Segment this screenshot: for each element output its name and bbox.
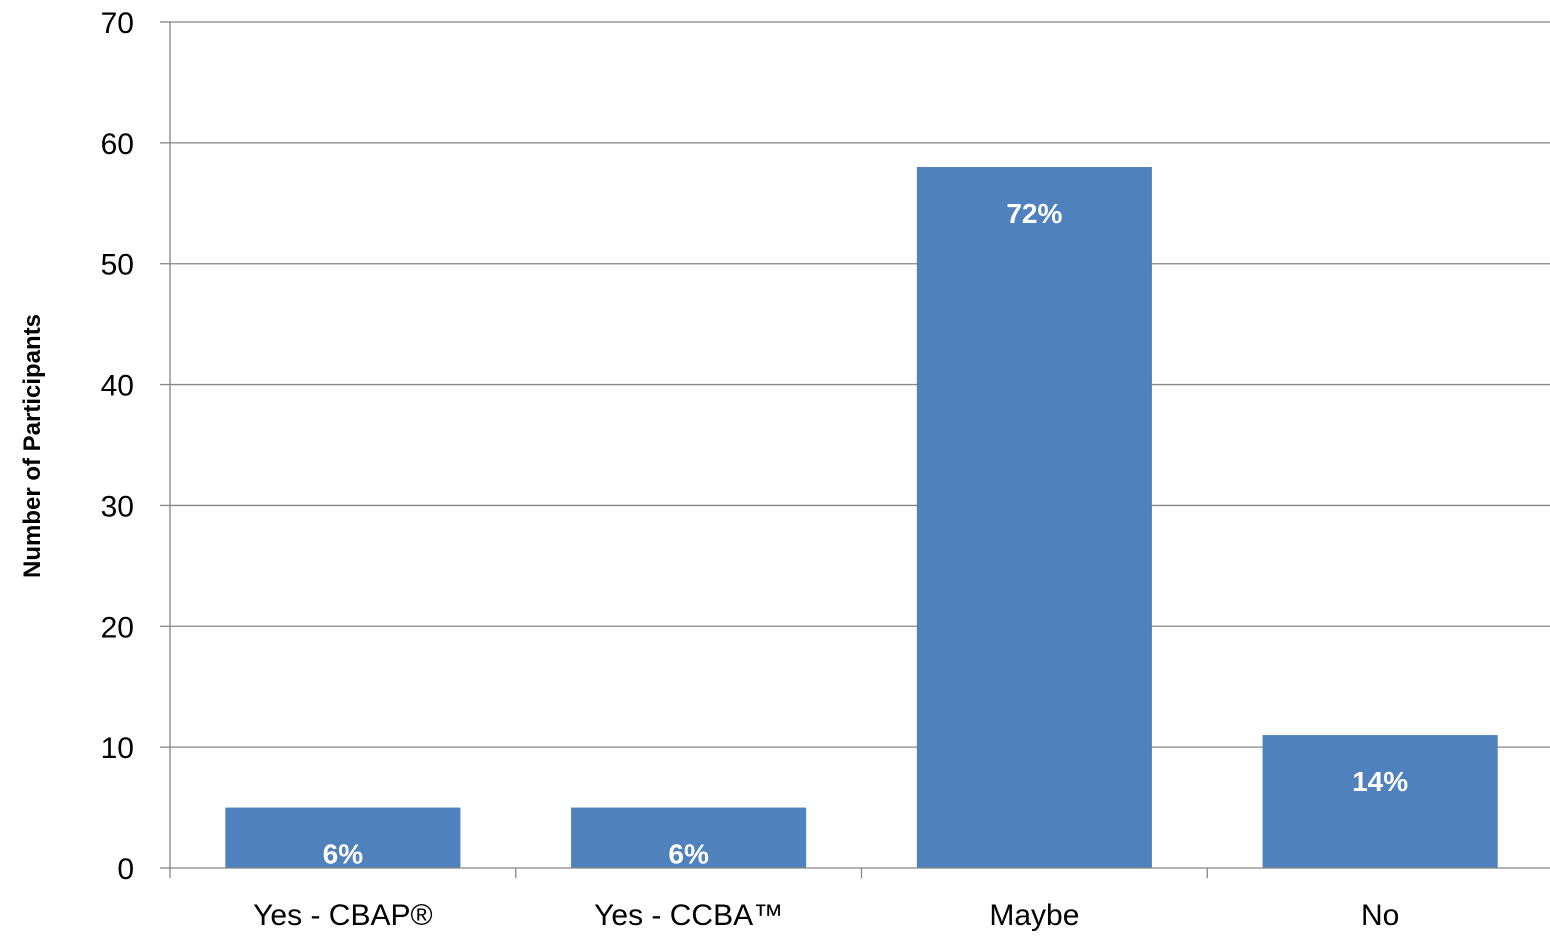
y-axis-label: Number of Participants (19, 314, 46, 578)
axes (160, 21, 1550, 878)
bar (225, 807, 461, 868)
y-tick-label: 30 (101, 490, 134, 523)
x-category-label: No (1361, 899, 1399, 932)
bars (225, 167, 1498, 868)
bar-data-label: 6% (668, 839, 709, 870)
y-tick-label: 70 (101, 7, 134, 40)
data-labels: 6% 6% 72% 14% (323, 198, 1409, 870)
x-category-labels: Yes - CBAP® Yes - CCBA™ Maybe No (253, 899, 1399, 932)
bar (571, 807, 807, 868)
bar-data-label: 14% (1352, 766, 1408, 797)
bar-data-label: 6% (323, 839, 364, 870)
y-tick-label: 20 (101, 611, 134, 644)
y-tick-label: 60 (101, 128, 134, 161)
y-tick-label: 0 (117, 853, 134, 886)
x-category-label: Yes - CCBA™ (594, 899, 783, 932)
bar (916, 167, 1152, 868)
bar-data-label: 72% (1006, 198, 1062, 229)
y-tick-label: 50 (101, 249, 134, 282)
x-category-label: Yes - CBAP® (253, 899, 432, 932)
bar (1262, 735, 1498, 868)
x-category-label: Maybe (989, 899, 1079, 932)
y-tick-labels: 0 10 20 30 40 50 60 70 (101, 7, 134, 886)
y-tick-label: 40 (101, 370, 134, 403)
gridlines (170, 21, 1550, 748)
y-tick-label: 10 (101, 732, 134, 765)
